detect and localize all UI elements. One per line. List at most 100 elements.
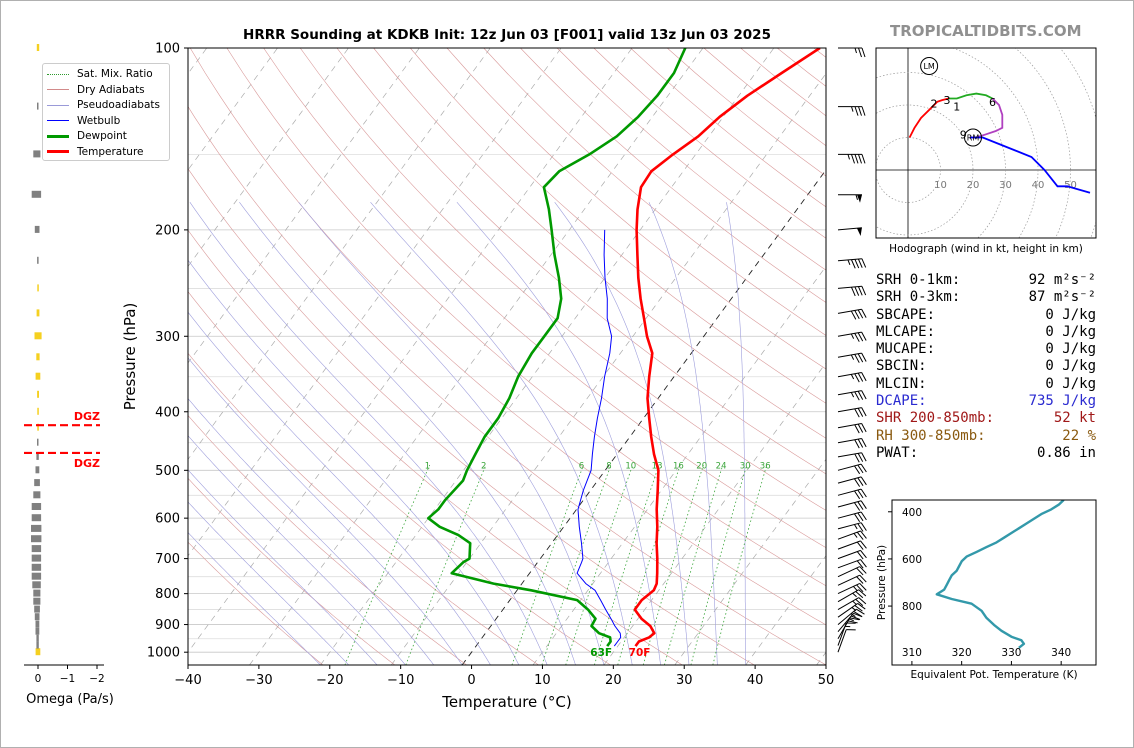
wind-barb-half: [847, 154, 850, 160]
omega-bar: [35, 627, 40, 635]
wind-barb-staff: [837, 438, 862, 444]
x-tick-label: 0: [467, 673, 475, 688]
hodo-ring: [876, 72, 1006, 238]
stat-label: DCAPE:: [876, 393, 927, 410]
wind-barb-full: [850, 259, 856, 269]
dry-adiabat: [188, 541, 324, 665]
omega-bar: [35, 466, 40, 474]
legend-label: Dry Adiabats: [77, 83, 145, 96]
isotherm: [188, 48, 633, 653]
wind-barb: [837, 476, 867, 487]
surface-dewpoint-label: 63F: [590, 647, 612, 659]
mixing-ratio-label: 24: [716, 461, 727, 471]
omega-bar: [31, 514, 42, 522]
wind-barb-full: [860, 463, 867, 473]
omega-bar: [36, 634, 39, 642]
pseudoadiabat: [239, 202, 576, 665]
legend-swatch: [47, 89, 69, 90]
omega-bar: [37, 102, 39, 110]
pseudoadiabat: [648, 202, 718, 665]
theta-e-profile: [935, 500, 1065, 649]
x-tick-label: −20: [316, 673, 343, 688]
wind-barb: [837, 258, 867, 269]
pseudoadiabat: [188, 501, 349, 665]
wind-barb-full: [850, 287, 856, 297]
wind-barb: [837, 559, 867, 569]
hodo-height-label: 9: [960, 128, 967, 141]
pseudoadiabat: [188, 435, 406, 665]
pseudoadiabat: [726, 202, 747, 665]
wind-barb-full: [856, 567, 864, 576]
stat-value: 52 kt: [1053, 410, 1096, 427]
omega-bar: [31, 535, 42, 543]
theta-plot-area: [935, 500, 1065, 649]
wind-barb-half: [850, 333, 855, 339]
wind-barb-staff: [837, 258, 862, 262]
wind-barb-full: [861, 286, 867, 296]
wind-barb: [837, 612, 863, 633]
wind-barb: [837, 530, 867, 540]
wind-barb-full: [860, 559, 867, 568]
legend-swatch: [47, 134, 69, 138]
x-tick-label: 20: [605, 673, 622, 688]
stat-row: SBCAPE: 0 J/kg: [876, 307, 1096, 324]
x-tick-label: 50: [818, 673, 835, 688]
wind-barb-staff: [837, 511, 862, 519]
legend-swatch: [47, 104, 69, 106]
wind-barb-half: [855, 194, 858, 200]
wind-barb-full: [859, 574, 867, 583]
legend-item: Dry Adiabats: [47, 83, 145, 97]
dry-adiabat: [188, 415, 467, 665]
storm-motion-label: RM: [967, 134, 980, 143]
wind-barb-full: [854, 259, 860, 269]
wind-barb-full: [846, 629, 856, 631]
dry-adiabat: [410, 48, 826, 404]
dry-adiabat: [188, 106, 826, 665]
wind-barb-half: [852, 600, 857, 606]
y-tick-label: 900: [155, 618, 180, 633]
omega-bar: [35, 620, 40, 628]
wind-barb: [837, 566, 867, 578]
wind-barb-staff: [837, 566, 860, 578]
stat-row: RH 300-850mb: 22 %: [876, 428, 1096, 445]
wind-barb-full: [856, 576, 864, 584]
wind-barb: [838, 106, 866, 116]
isotherm: [188, 48, 562, 557]
mixing-ratio-label: 2: [481, 461, 486, 471]
wind-barb-half: [852, 592, 857, 598]
wind-barb-half: [847, 259, 851, 265]
stat-row: SHR 200-850mb: 52 kt: [876, 410, 1096, 427]
wind-barb-full: [854, 286, 860, 296]
pseudoadiabat: [188, 357, 463, 665]
wind-barb-full: [857, 438, 864, 448]
hodo-caption: Hodograph (wind in kt, height in km): [889, 243, 1083, 255]
wind-barb: [837, 608, 865, 625]
pseudoadiabat: [188, 259, 520, 665]
omega-axis-label: Omega (Pa/s): [26, 692, 114, 707]
dry-adiabat: [189, 48, 826, 626]
wind-barb-full: [860, 540, 867, 549]
y-tick-label: 1000: [147, 646, 180, 661]
wind-barb-full: [853, 610, 863, 617]
wind-barb-staff: [837, 390, 862, 396]
stat-value: 0 J/kg: [1045, 375, 1096, 392]
stat-row: MUCAPE: 0 J/kg: [876, 341, 1096, 358]
omega-bar: [31, 190, 42, 198]
wind-barb-half: [850, 613, 856, 617]
dgz-label: DGZ: [74, 410, 100, 423]
wind-barb-staff: [837, 476, 862, 484]
wind-barb: [837, 617, 860, 639]
dry-adiabat: [188, 477, 395, 665]
isotherm: [320, 48, 775, 665]
wind-barb: [837, 522, 867, 532]
hodograph-area: 10 20 30 40 50 1 2 3 6 9 LM RM: [876, 48, 1096, 238]
legend-label: Sat. Mix. Ratio: [77, 68, 153, 80]
wind-barb-full: [855, 598, 864, 607]
omega-bar: [37, 256, 39, 264]
legend-label: Temperature: [77, 145, 144, 158]
wind-barb-full: [860, 488, 867, 498]
mixing-ratio-line: [617, 464, 681, 665]
wind-barb-staff: [837, 227, 862, 231]
omega-bar: [31, 563, 42, 571]
